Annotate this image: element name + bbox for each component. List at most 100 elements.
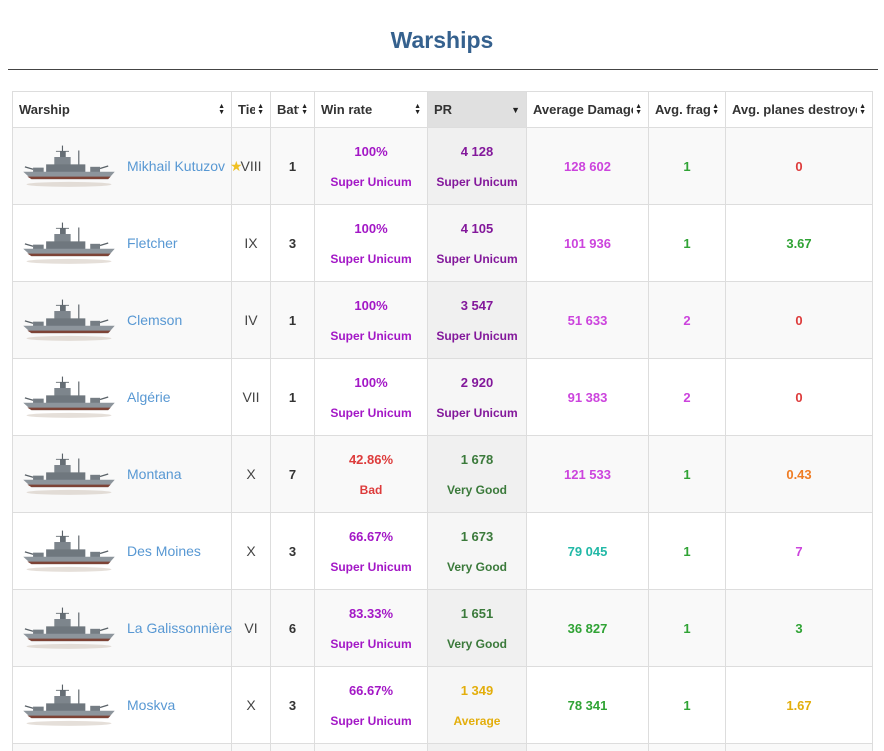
column-header-avg-frags[interactable]: Avg. frags▲▼ [648,91,726,128]
win-rate-label: Super Unicum [330,405,412,420]
win-rate-label: Bad [359,482,383,497]
table-row: Fletcher IX 3 100% Super Unicum 4 105 Su… [12,204,873,282]
pr-label: Very Good [446,482,508,497]
avg-damage-cell: 36 827 [526,589,649,667]
avg-frags-cell: 1 [648,589,726,667]
warship-cell: Algérie [12,358,232,436]
column-header-battles[interactable]: Battles▲▼ [270,91,315,128]
pr-cell: 4 128 Super Unicum [427,127,527,205]
table-row: Des Moines X 3 66.67% Super Unicum 1 673… [12,512,873,590]
table-row-partial [12,743,873,751]
pr-label: Super Unicum [436,251,518,266]
avg-damage-cell: 78 341 [526,666,649,744]
warships-table-container: Warship▲▼ Tier▲▼ Battles▲▼ Win rate▲▼ PR… [12,91,873,751]
battles-cell: 1 [270,281,315,359]
tier-cell: X [231,512,271,590]
column-header-tier[interactable]: Tier▲▼ [231,91,271,128]
avg-damage-cell: 51 633 [526,281,649,359]
tier-cell: VI [231,589,271,667]
avg-frags-cell: 1 [648,435,726,513]
win-rate-value: 100% [354,297,388,313]
column-header-avg-damage[interactable]: Average Damage ▲ ▼ [526,91,649,128]
battles-cell: 6 [270,589,315,667]
premium-star-icon: ★ [230,157,243,174]
avg-planes-cell: 0.43 [725,435,873,513]
ship-name-link[interactable]: Moskva [127,697,176,713]
avg-frags-cell: 1 [648,127,726,205]
column-header-avg-planes[interactable]: Avg. planes destroyed ▲ ▼ [725,91,873,128]
warship-cell: Clemson [12,281,232,359]
ship-name-link[interactable]: Mikhail Kutuzov [127,158,226,174]
battles-cell: 3 [270,512,315,590]
tier-cell: X [231,666,271,744]
table-row: Mikhail Kutuzov ★ VIII 1 100% Super Unic… [12,127,873,205]
avg-damage-cell [526,743,649,751]
column-label: Average Damage [533,102,634,117]
pr-value: 4 128 [460,143,494,159]
win-rate-cell: 100% Super Unicum [314,358,428,436]
pr-value: 3 547 [460,297,494,313]
avg-frags-cell [648,743,726,751]
avg-frags-cell: 2 [648,358,726,436]
win-rate-value: 66.67% [348,682,394,698]
warship-cell: Mikhail Kutuzov ★ [12,127,243,205]
ship-image [17,527,121,575]
pr-value: 1 349 [460,682,494,698]
pr-cell: 2 920 Super Unicum [427,358,527,436]
warship-cell: Fletcher [12,204,232,282]
warship-cell: La Galissonnière [12,589,233,667]
ship-name-link[interactable]: Clemson [127,312,183,328]
avg-damage-cell: 91 383 [526,358,649,436]
title-divider [8,69,878,70]
win-rate-label: Super Unicum [330,328,412,343]
warship-cell: Montana [12,435,232,513]
header-row: Warship▲▼ Tier▲▼ Battles▲▼ Win rate▲▼ PR… [12,91,873,128]
win-rate-label: Super Unicum [330,636,412,651]
ship-name-link[interactable]: Algérie [127,389,171,405]
win-rate-cell: 66.67% Super Unicum [314,512,428,590]
page-title: Warships [390,27,494,53]
avg-frags-cell: 1 [648,512,726,590]
win-rate-cell: 66.67% Super Unicum [314,666,428,744]
table-row: Clemson IV 1 100% Super Unicum 3 547 Sup… [12,281,873,359]
sort-both-icon: ▲ ▼ [257,102,264,116]
battles-cell: 3 [270,204,315,282]
table-row: Montana X 7 42.86% Bad 1 678 Very Good 1… [12,435,873,513]
column-header-pr[interactable]: PR ▼ [427,91,527,128]
sort-both-icon: ▲ ▼ [414,102,421,116]
column-label: Tier [238,102,256,117]
tier-cell: IX [231,204,271,282]
pr-value: 1 651 [460,605,494,621]
pr-value: 1 678 [460,451,494,467]
pr-label: Super Unicum [436,328,518,343]
avg-damage-cell: 128 602 [526,127,649,205]
ship-name-link[interactable]: Fletcher [127,235,178,251]
warship-cell [12,743,232,751]
ship-name-link[interactable]: Des Moines [127,543,201,559]
ship-name-link[interactable]: Montana [127,466,182,482]
warship-cell: Des Moines [12,512,232,590]
sort-both-icon: ▲ ▼ [218,102,225,116]
win-rate-cell: 100% Super Unicum [314,204,428,282]
warship-cell: Moskva [12,666,232,744]
win-rate-label: Super Unicum [330,174,412,189]
pr-value: 4 105 [460,220,494,236]
ship-name-link[interactable]: La Galissonnière [127,620,233,636]
avg-planes-cell: 0 [725,127,873,205]
warships-table: Warship▲▼ Tier▲▼ Battles▲▼ Win rate▲▼ PR… [12,91,873,751]
avg-planes-cell [725,743,873,751]
tier-cell [231,743,271,751]
pr-cell [427,743,527,751]
sort-both-icon: ▲ ▼ [635,102,642,116]
pr-cell: 4 105 Super Unicum [427,204,527,282]
pr-label: Super Unicum [436,405,518,420]
win-rate-value: 100% [354,220,388,236]
win-rate-value: 100% [354,374,388,390]
avg-damage-cell: 101 936 [526,204,649,282]
column-header-warship[interactable]: Warship ▲ ▼ [12,91,232,128]
win-rate-label: Super Unicum [330,559,412,574]
column-header-win-rate[interactable]: Win rate ▲ ▼ [314,91,428,128]
pr-label: Average [453,713,501,728]
win-rate-cell [314,743,428,751]
table-row: Moskva X 3 66.67% Super Unicum 1 349 Ave… [12,666,873,744]
